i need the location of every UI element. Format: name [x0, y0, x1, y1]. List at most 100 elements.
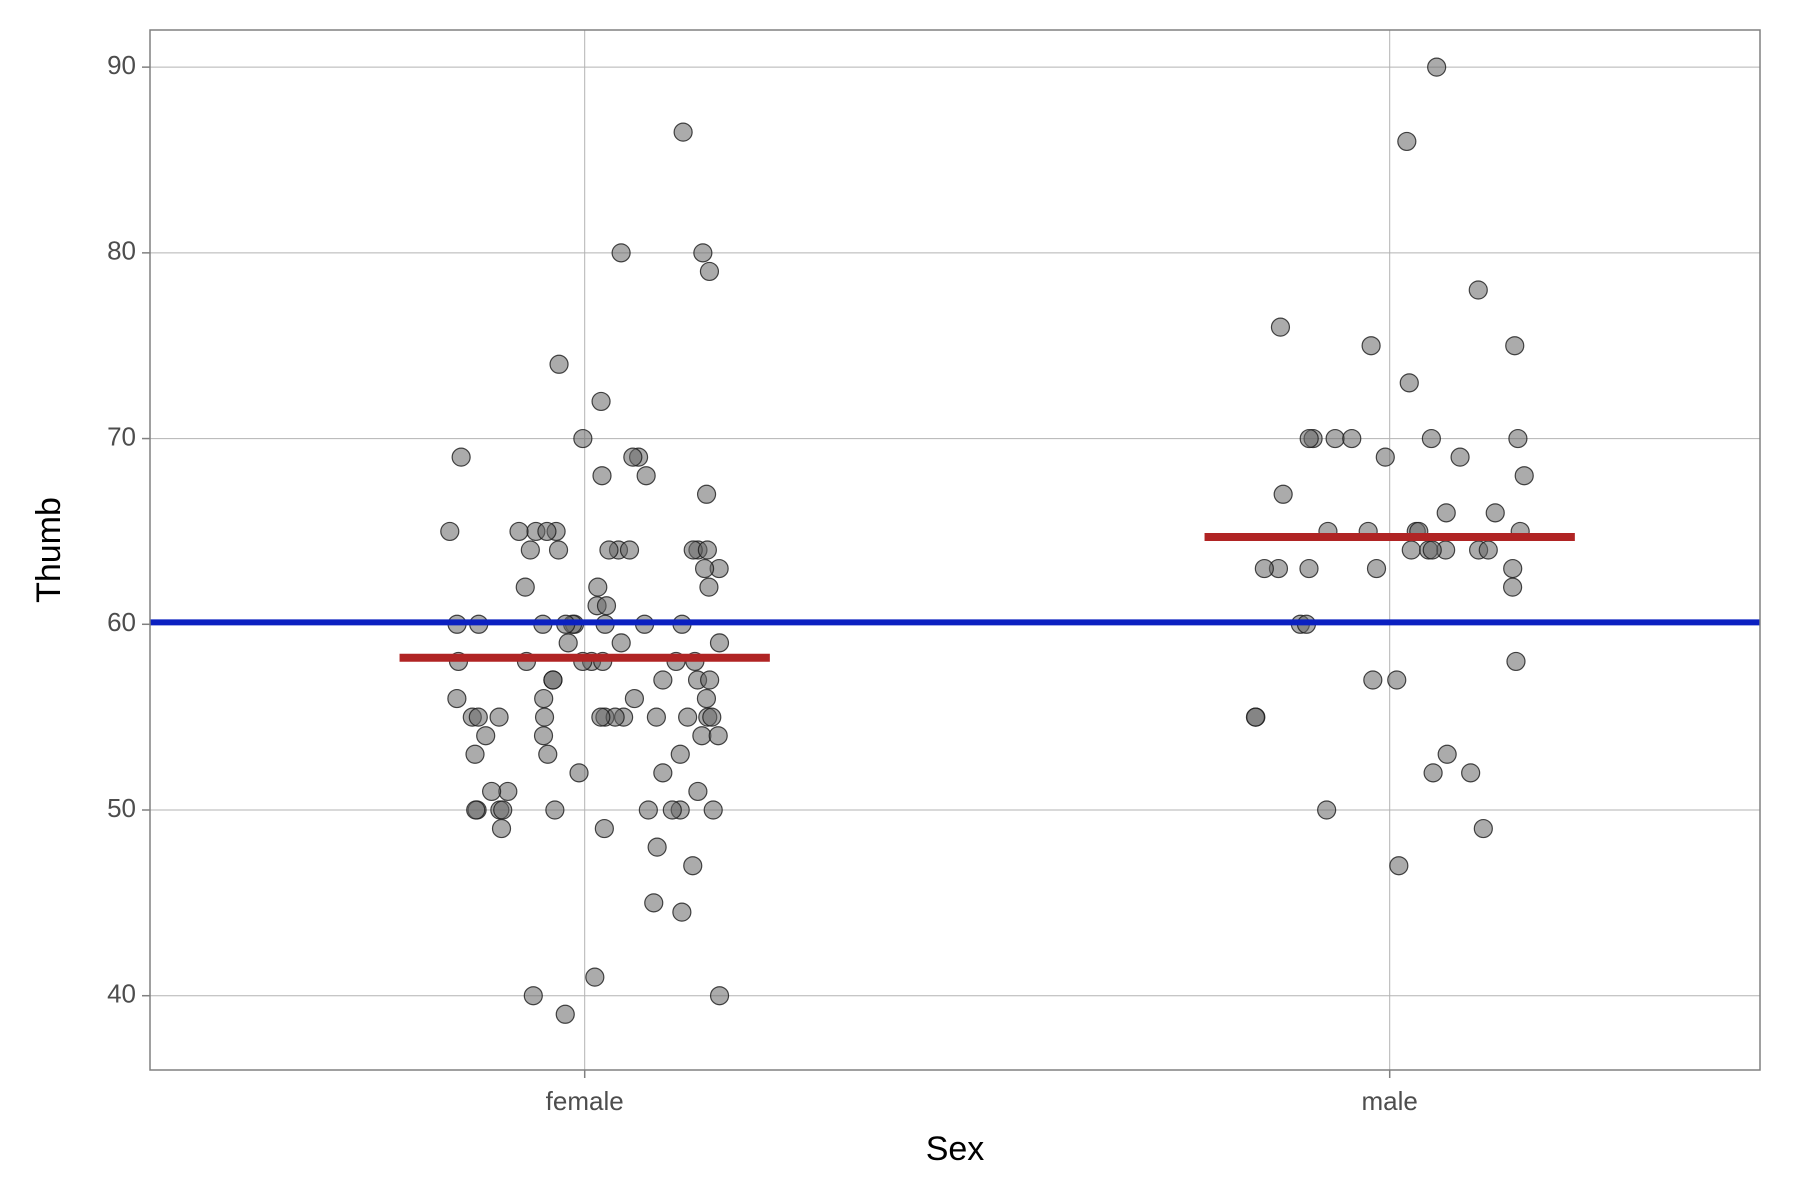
data-point	[693, 727, 711, 745]
data-point	[524, 987, 542, 1005]
data-point	[586, 968, 604, 986]
data-point	[1362, 337, 1380, 355]
data-point	[539, 745, 557, 763]
data-point	[556, 1005, 574, 1023]
data-point	[1390, 857, 1408, 875]
data-point	[483, 782, 501, 800]
data-point	[1300, 430, 1318, 448]
data-point	[1424, 764, 1442, 782]
data-point	[1486, 504, 1504, 522]
chart-container: 405060708090femalemaleThumbSex	[0, 0, 1800, 1200]
data-point	[544, 671, 562, 689]
data-point	[621, 541, 639, 559]
x-tick-label: female	[546, 1086, 624, 1116]
data-point	[625, 690, 643, 708]
data-point	[697, 690, 715, 708]
data-point	[704, 801, 722, 819]
data-point	[535, 727, 553, 745]
data-point	[466, 745, 484, 763]
data-point	[694, 244, 712, 262]
data-point	[570, 764, 588, 782]
data-point	[696, 560, 714, 578]
data-point	[597, 597, 615, 615]
y-tick-label: 80	[107, 236, 136, 266]
data-point	[550, 355, 568, 373]
data-point	[1376, 448, 1394, 466]
y-tick-label: 50	[107, 793, 136, 823]
data-point	[1343, 430, 1361, 448]
data-point	[1255, 560, 1273, 578]
x-tick-label: male	[1362, 1086, 1418, 1116]
data-point	[647, 708, 665, 726]
data-point	[1326, 430, 1344, 448]
data-point	[654, 764, 672, 782]
data-point	[592, 708, 610, 726]
data-point	[1504, 560, 1522, 578]
data-point	[703, 708, 721, 726]
data-point	[684, 857, 702, 875]
data-point	[448, 690, 466, 708]
data-point	[1451, 448, 1469, 466]
data-point	[1509, 430, 1527, 448]
data-point	[679, 708, 697, 726]
data-point	[510, 522, 528, 540]
data-point	[700, 262, 718, 280]
data-point	[477, 727, 495, 745]
y-tick-label: 70	[107, 421, 136, 451]
data-point	[546, 801, 564, 819]
data-point	[663, 801, 681, 819]
data-point	[1504, 578, 1522, 596]
data-point	[589, 578, 607, 596]
data-point	[1368, 560, 1386, 578]
data-point	[1438, 745, 1456, 763]
data-point	[559, 634, 577, 652]
jitter-plot: 405060708090femalemaleThumbSex	[0, 0, 1800, 1200]
data-point	[1428, 58, 1446, 76]
y-tick-label: 60	[107, 607, 136, 637]
data-point	[673, 903, 691, 921]
data-point	[709, 727, 727, 745]
data-point	[612, 244, 630, 262]
data-point	[1474, 820, 1492, 838]
data-point	[700, 578, 718, 596]
data-point	[499, 782, 517, 800]
data-point	[698, 485, 716, 503]
data-point	[1469, 281, 1487, 299]
data-point	[1388, 671, 1406, 689]
data-point	[1400, 374, 1418, 392]
data-point	[1462, 764, 1480, 782]
x-axis-title: Sex	[926, 1130, 985, 1168]
data-point	[1437, 504, 1455, 522]
data-point	[493, 820, 511, 838]
data-point	[469, 708, 487, 726]
data-point	[1271, 318, 1289, 336]
data-point	[1507, 652, 1525, 670]
data-point	[535, 690, 553, 708]
data-point	[1402, 541, 1420, 559]
data-point	[595, 820, 613, 838]
data-point	[1479, 541, 1497, 559]
data-point	[593, 467, 611, 485]
data-point	[536, 708, 554, 726]
data-point	[538, 522, 556, 540]
data-point	[689, 782, 707, 800]
data-point	[574, 430, 592, 448]
data-point	[550, 541, 568, 559]
data-point	[1274, 485, 1292, 503]
data-point	[711, 987, 729, 1005]
data-point	[671, 745, 689, 763]
data-point	[592, 392, 610, 410]
data-point	[639, 801, 657, 819]
y-axis-title: Thumb	[30, 497, 68, 603]
data-point	[516, 578, 534, 596]
data-point	[467, 801, 485, 819]
data-point	[600, 541, 618, 559]
y-tick-label: 90	[107, 50, 136, 80]
data-point	[1246, 708, 1264, 726]
data-point	[1515, 467, 1533, 485]
data-point	[624, 448, 642, 466]
data-point	[674, 123, 692, 141]
data-point	[648, 838, 666, 856]
data-point	[645, 894, 663, 912]
data-point	[1398, 132, 1416, 150]
